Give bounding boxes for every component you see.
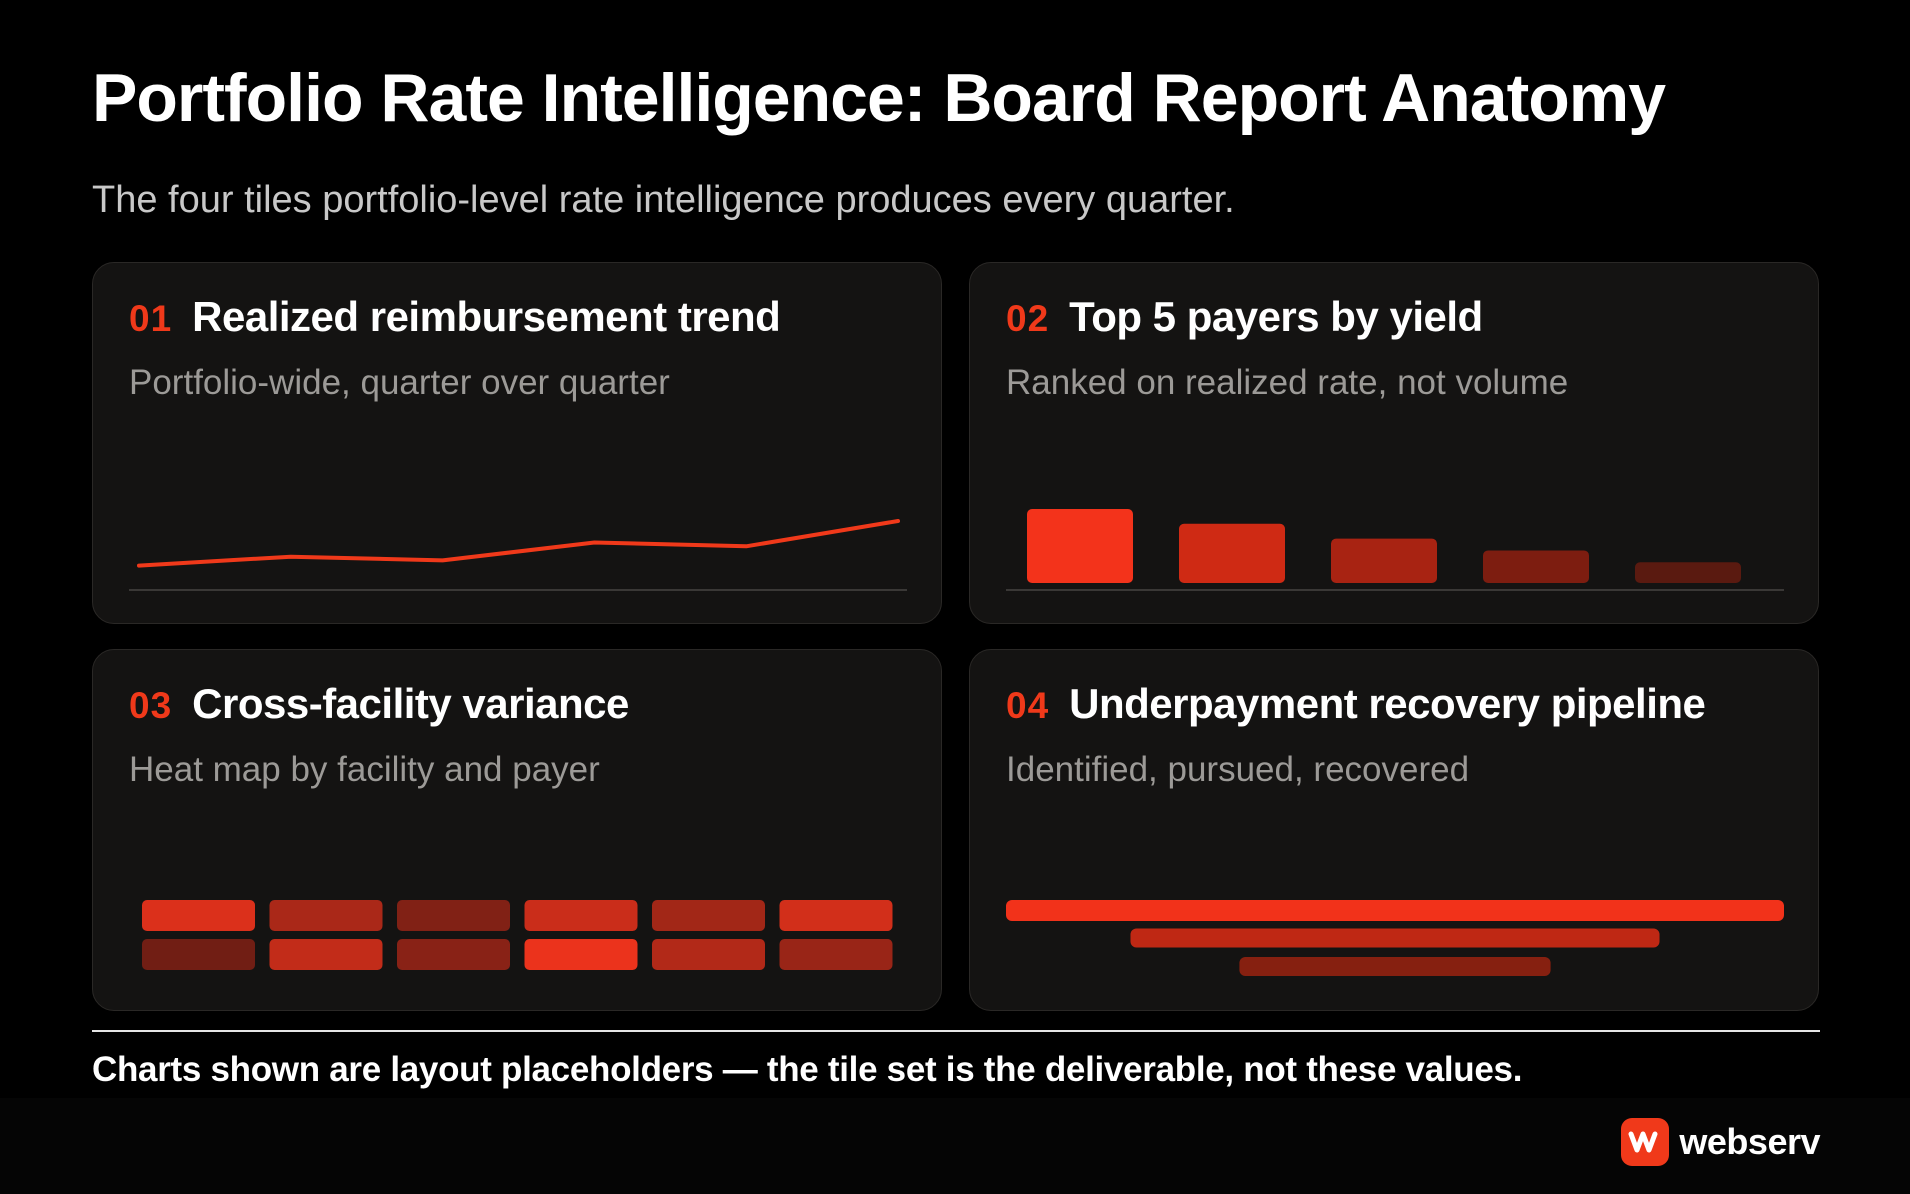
payer-bar — [1179, 523, 1285, 583]
heatmap-cell — [397, 900, 510, 931]
heatmap-cell — [524, 900, 638, 931]
tile-header: 02 Top 5 payers by yield — [1006, 293, 1483, 341]
brand-logo: webserv — [1621, 1118, 1820, 1166]
footnote: Charts shown are layout placeholders — t… — [92, 1050, 1523, 1089]
bottom-band — [0, 1098, 1910, 1194]
heatmap-cell — [142, 900, 255, 931]
tile-subtitle: Ranked on realized rate, not volume — [1006, 363, 1569, 402]
tile-reimbursement-trend: 01 Realized reimbursement trend Portfoli… — [92, 262, 942, 624]
pipeline-bar — [1130, 928, 1660, 948]
heatmap-cell — [524, 939, 638, 970]
pipeline-bar — [1239, 957, 1551, 976]
page-subtitle: The four tiles portfolio-level rate inte… — [92, 179, 1235, 221]
trend-series-line — [137, 519, 900, 568]
payer-bar — [1027, 509, 1133, 583]
tile-number: 03 — [129, 685, 173, 726]
tile-recovery-pipeline: 04 Underpayment recovery pipeline Identi… — [969, 649, 1819, 1011]
recovery-funnel-chart — [1006, 900, 1784, 976]
tile-subtitle: Portfolio-wide, quarter over quarter — [129, 363, 670, 402]
heatmap-cell — [269, 939, 383, 970]
footer-divider — [92, 1030, 1820, 1032]
tile-number: 02 — [1006, 298, 1050, 339]
brand-logo-icon — [1621, 1118, 1670, 1166]
tile-title: Realized reimbursement trend — [192, 293, 781, 340]
tile-top-payers: 02 Top 5 payers by yield Ranked on reali… — [969, 262, 1819, 624]
payer-bar — [1483, 550, 1589, 583]
pipeline-bar — [1006, 900, 1784, 921]
heatmap-cell — [142, 939, 255, 970]
heatmap-cell — [397, 939, 510, 970]
heatmap-cell — [779, 939, 893, 970]
tile-title: Cross-facility variance — [192, 680, 629, 727]
brand-name: webserv — [1679, 1121, 1820, 1162]
heatmap-cell — [652, 939, 765, 970]
heatmap-cell — [652, 900, 765, 931]
page-title: Portfolio Rate Intelligence: Board Repor… — [92, 60, 1666, 136]
tile-number: 01 — [129, 298, 173, 339]
tile-header: 04 Underpayment recovery pipeline — [1006, 680, 1706, 728]
tile-title: Top 5 payers by yield — [1069, 293, 1483, 340]
tile-number: 04 — [1006, 685, 1050, 726]
payer-bar — [1331, 538, 1437, 583]
tile-subtitle: Heat map by facility and payer — [129, 750, 600, 789]
tile-header: 01 Realized reimbursement trend — [129, 293, 781, 341]
tile-facility-variance: 03 Cross-facility variance Heat map by f… — [92, 649, 942, 1011]
tile-subtitle: Identified, pursued, recovered — [1006, 750, 1470, 789]
trend-line-chart — [129, 519, 907, 591]
tile-title: Underpayment recovery pipeline — [1069, 680, 1706, 727]
payer-yield-bar-chart — [1006, 509, 1784, 591]
variance-heatmap — [142, 900, 893, 970]
tile-header: 03 Cross-facility variance — [129, 680, 629, 728]
payer-bar — [1635, 562, 1741, 583]
heatmap-cell — [779, 900, 893, 931]
heatmap-cell — [269, 900, 383, 931]
